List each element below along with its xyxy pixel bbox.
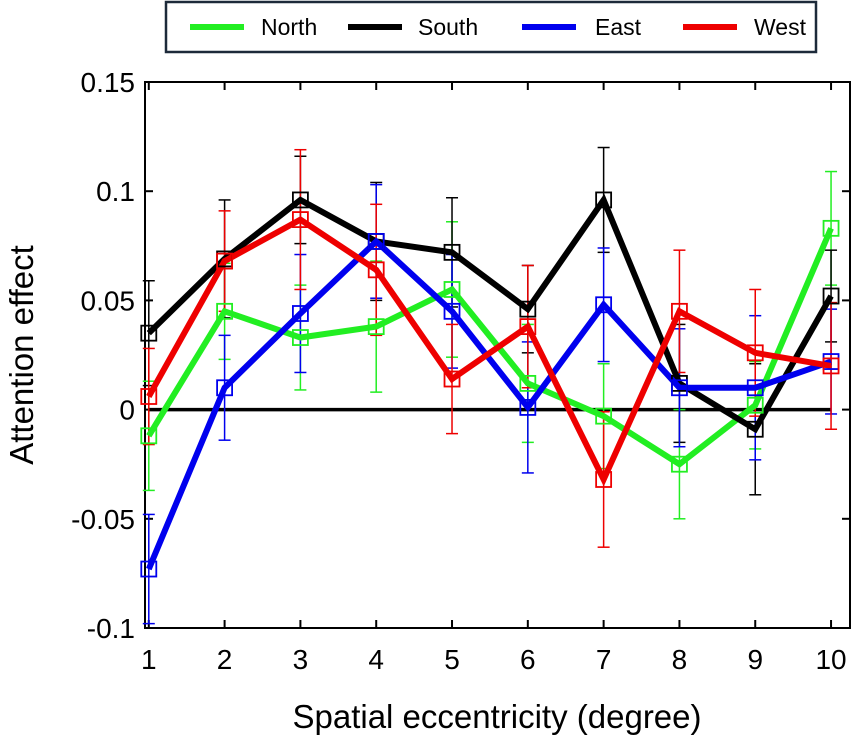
x-tick-label: 8 xyxy=(672,644,688,675)
data-point-west xyxy=(746,344,764,362)
legend-label-south: South xyxy=(418,14,478,40)
x-tick-label: 1 xyxy=(141,644,157,675)
y-axis-title: Attention effect xyxy=(3,245,40,465)
data-point-south xyxy=(519,300,537,318)
data-point-north xyxy=(671,455,688,473)
data-point-south xyxy=(595,191,613,209)
data-point-south xyxy=(822,287,840,305)
x-tick-label: 3 xyxy=(293,644,309,675)
data-point-north xyxy=(367,318,385,336)
data-point-south xyxy=(746,420,764,438)
data-point-north xyxy=(822,219,840,237)
x-axis-title: Spatial eccentricity (degree) xyxy=(292,698,701,735)
y-tick-label: 0.1 xyxy=(96,176,135,207)
series-line-west xyxy=(146,216,832,487)
data-point-north xyxy=(443,281,461,298)
y-tick-label: 0 xyxy=(119,395,135,426)
data-point-west xyxy=(519,318,537,336)
data-point-east xyxy=(443,302,461,320)
x-tick-label: 5 xyxy=(444,644,460,675)
x-tick-label: 6 xyxy=(520,644,536,675)
series-line-north xyxy=(146,227,834,468)
data-point-north xyxy=(595,407,613,425)
data-point-west xyxy=(140,388,158,405)
data-point-west xyxy=(292,211,309,228)
data-point-south xyxy=(292,191,309,209)
data-point-north xyxy=(216,302,233,320)
data-point-east xyxy=(595,296,613,314)
data-point-east xyxy=(367,233,385,250)
x-tick-label: 9 xyxy=(747,644,763,675)
series-line-east xyxy=(146,237,833,571)
data-point-west xyxy=(822,357,840,375)
data-point-east xyxy=(671,379,688,397)
data-point-east xyxy=(216,379,233,397)
data-point-north xyxy=(140,427,158,445)
x-tick-label: 10 xyxy=(815,644,846,675)
data-point-south xyxy=(140,324,158,342)
data-point-north xyxy=(519,374,537,392)
x-tick-label: 2 xyxy=(217,644,233,675)
data-point-west xyxy=(367,261,385,279)
data-point-west xyxy=(216,252,233,270)
data-point-north xyxy=(292,329,309,346)
data-point-east xyxy=(519,399,537,416)
legend-label-west: West xyxy=(754,14,807,40)
x-tick-label: 7 xyxy=(596,644,612,675)
y-tick-label: 0.05 xyxy=(81,285,136,316)
series-line-south xyxy=(146,193,834,434)
y-tick-label: 0.15 xyxy=(81,67,136,98)
data-point-north xyxy=(746,396,764,414)
y-tick-label: -0.1 xyxy=(87,613,135,644)
data-point-west xyxy=(671,302,688,320)
plot-frame xyxy=(144,81,851,629)
legend: North South East West xyxy=(164,0,818,54)
legend-label-east: East xyxy=(595,14,642,40)
data-point-east xyxy=(140,560,158,578)
data-point-west xyxy=(443,370,461,388)
x-tick-label: 4 xyxy=(368,644,384,675)
data-point-east xyxy=(746,379,764,397)
data-point-west xyxy=(595,471,613,488)
data-point-east xyxy=(292,305,309,322)
data-point-south xyxy=(443,243,461,261)
y-tick-label: -0.05 xyxy=(71,504,135,535)
legend-label-north: North xyxy=(261,14,317,40)
